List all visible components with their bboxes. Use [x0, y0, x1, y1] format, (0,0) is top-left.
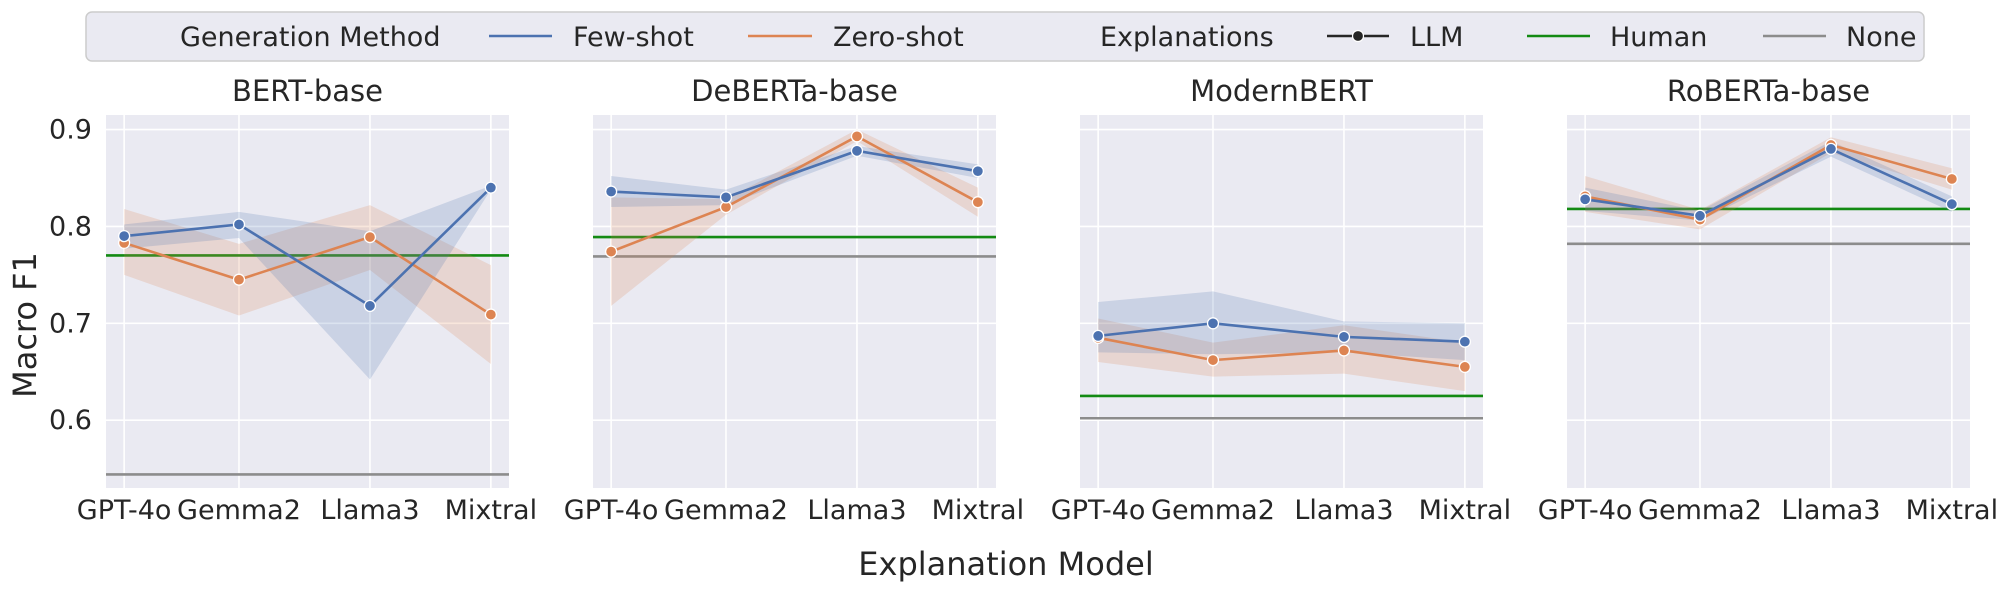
- x-tick-label: Gemma2: [1638, 495, 1762, 526]
- legend-llm-marker: [1351, 29, 1365, 43]
- legend-box: [85, 11, 1925, 62]
- few-shot-point: [232, 218, 246, 231]
- few-shot-line: [1097, 321, 1465, 344]
- few-shot-ci-band: [124, 185, 491, 380]
- x-tick-label: GPT-4o: [77, 495, 172, 526]
- panel-title: ModernBERT: [1190, 74, 1373, 108]
- few-shot-point: [850, 144, 864, 157]
- zero-shot-point: [484, 308, 498, 321]
- legend: Generation Method Few-shot Zero-shot Exp…: [85, 11, 1925, 62]
- zero-shot-line: [1097, 336, 1466, 369]
- zero-shot-ci-band: [124, 205, 491, 364]
- zero-shot-point: [363, 230, 377, 244]
- zero-shot-ci-band: [1585, 137, 1952, 230]
- panel-title: RoBERTa-base: [1667, 74, 1870, 108]
- few-shot-point: [1337, 330, 1351, 344]
- few-shot-point: [719, 191, 733, 204]
- few-shot-point: [1458, 335, 1472, 348]
- panel-3: ModernBERT GPT-4o Gemma2 Llama3 Mixtral: [1051, 74, 1511, 526]
- x-tick-label: Gemma2: [1151, 495, 1275, 526]
- y-tick-label: 0.9: [49, 115, 92, 146]
- x-tick-label: GPT-4o: [1538, 495, 1633, 526]
- panel-2: DeBERTa-base GPT-4o Gemma2 Llama3 Mixtral: [564, 74, 1024, 526]
- panel-background: [1567, 115, 1970, 488]
- zero-shot-ci-band: [611, 129, 978, 306]
- x-tick-label: Mixtral: [932, 495, 1025, 526]
- zero-shot-point: [604, 245, 618, 258]
- zero-shot-point: [232, 273, 246, 286]
- zero-shot-point: [1945, 172, 1959, 186]
- zero-shot-line: [610, 134, 979, 253]
- y-tick-label: 0.7: [49, 308, 92, 339]
- legend-llm-label: LLM: [1410, 22, 1463, 53]
- legend-group2-title: Explanations: [1100, 22, 1274, 53]
- panel-1: BERT-base 0.6 0.7 0.8 0.9 GPT-4o Gemma2 Llama3 M…: [49, 74, 537, 526]
- few-shot-ci-band: [1098, 291, 1465, 361]
- x-tick-label: Mixtral: [1419, 495, 1512, 526]
- x-tick-label: Llama3: [320, 495, 419, 526]
- x-tick-label: Mixtral: [1906, 495, 1999, 526]
- x-tick-label: Gemma2: [177, 495, 301, 526]
- x-tick-label: Llama3: [807, 495, 906, 526]
- x-axis-label: Explanation Model: [858, 545, 1153, 583]
- few-shot-point: [1945, 197, 1959, 211]
- legend-human-label: Human: [1610, 22, 1707, 53]
- panel-background: [106, 115, 509, 488]
- x-tick-label: GPT-4o: [1051, 495, 1146, 526]
- x-tick-label: GPT-4o: [564, 495, 659, 526]
- few-shot-point: [1206, 317, 1220, 330]
- few-shot-point: [971, 165, 985, 178]
- zero-shot-line: [123, 235, 492, 316]
- zero-shot-point: [850, 130, 864, 143]
- few-shot-point: [1824, 142, 1838, 156]
- few-shot-point: [604, 185, 618, 198]
- few-shot-point: [484, 181, 498, 194]
- legend-group1-title: Generation Method: [180, 22, 440, 53]
- few-shot-point: [363, 299, 377, 313]
- y-axis-label: Macro F1: [6, 252, 44, 398]
- panel-background: [593, 115, 996, 488]
- panel-4: RoBERTa-base GPT-4o Gemma2 Llama3 Mixtral: [1538, 74, 1998, 526]
- zero-shot-point: [971, 196, 985, 209]
- few-shot-line: [611, 149, 979, 199]
- few-shot-line: [124, 186, 492, 308]
- x-tick-label: Gemma2: [664, 495, 788, 526]
- x-tick-label: Llama3: [1781, 495, 1880, 526]
- panel-title: DeBERTa-base: [691, 74, 898, 108]
- zero-shot-point: [1458, 360, 1472, 374]
- zero-shot-point: [1206, 353, 1220, 367]
- y-tick-label: 0.8: [49, 211, 92, 242]
- few-shot-point: [117, 229, 131, 243]
- legend-few-shot-label: Few-shot: [573, 22, 694, 53]
- few-shot-point: [1578, 193, 1592, 206]
- x-tick-label: Llama3: [1294, 495, 1393, 526]
- legend-none-label: None: [1846, 22, 1916, 53]
- x-tick-label: Mixtral: [445, 495, 538, 526]
- few-shot-ci-band: [611, 146, 978, 208]
- few-shot-point: [1693, 209, 1707, 222]
- panel-title: BERT-base: [232, 74, 383, 108]
- y-tick-label: 0.6: [49, 405, 92, 436]
- panel-background: [1080, 115, 1483, 488]
- legend-zero-shot-label: Zero-shot: [833, 22, 964, 53]
- few-shot-point: [1091, 329, 1105, 343]
- few-shot-line: [1584, 147, 1953, 218]
- zero-shot-point: [1337, 344, 1351, 357]
